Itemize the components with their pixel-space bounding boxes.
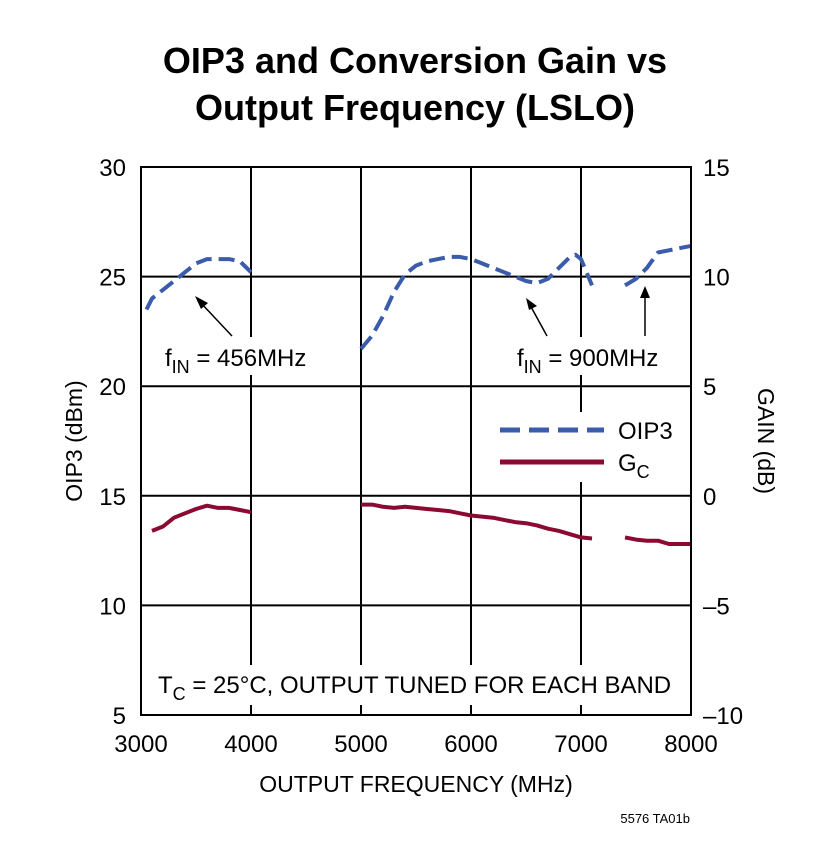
tick-labels: 3000 4000 5000 6000 7000 8000 5 10 15 20 25 30 15 10 5… (99, 155, 743, 758)
chart-title-line-2: Output Frequency (LSLO) (195, 87, 635, 128)
y-left-tick-label: 10 (99, 593, 126, 620)
annotation-fin-456: fIN = 456MHz (165, 345, 306, 377)
x-tick-label: 8000 (664, 731, 717, 758)
annotation-2-f: f (517, 345, 524, 372)
annotation-backdrop-1 (162, 337, 332, 375)
legend-gc-sub: C (637, 462, 650, 482)
annotation-1-f: f (165, 345, 172, 372)
y-right-tick-label: 0 (703, 484, 716, 511)
series-oip3 (144, 243, 692, 351)
arrowhead-900-right (640, 286, 650, 298)
annotation-1-sub: IN (172, 357, 190, 377)
y-left-tick-label: 20 (99, 374, 126, 401)
note-t: T (158, 672, 173, 699)
condition-note: TC = 25°C, OUTPUT TUNED FOR EACH BAND (158, 672, 671, 704)
x-axis-label: OUTPUT FREQUENCY (MHz) (259, 771, 573, 797)
note-sub: C (173, 684, 186, 704)
annotation-backdrop-2 (513, 337, 683, 375)
y-right-tick-label: 10 (703, 265, 730, 292)
plot-frame (140, 166, 692, 716)
chart-title-line-1: OIP3 and Conversion Gain vs (163, 40, 667, 81)
series-gc (151, 502, 691, 546)
y-right-tick-label: 5 (703, 374, 716, 401)
y-right-tick-label: –5 (703, 593, 730, 620)
arrowhead-900-left (526, 298, 537, 310)
y-right-tick-label: –10 (703, 703, 743, 730)
y-left-tick-label: 15 (99, 484, 126, 511)
y-left-tick-label: 5 (113, 703, 126, 730)
legend-gc-g: G (618, 450, 637, 477)
series-line-oip3-0 (144, 257, 253, 311)
x-tick-label: 4000 (224, 731, 277, 758)
annotation-2-sub: IN (524, 357, 542, 377)
arrowhead-456 (195, 296, 208, 309)
legend-label-gc: GC (618, 450, 650, 482)
x-tick-label: 6000 (444, 731, 497, 758)
note-backdrop (150, 665, 682, 705)
figure-id: 5576 TA01b (620, 811, 690, 826)
x-tick-label: 3000 (114, 731, 167, 758)
y-left-tick-label: 25 (99, 265, 126, 292)
legend-label-oip3: OIP3 (618, 418, 673, 445)
series-line-oip3-2 (623, 243, 692, 288)
y-axis-label-right: GAIN (dB) (753, 388, 779, 494)
arrow-900-left (529, 304, 548, 337)
series-line-gc-2 (624, 535, 691, 546)
series-line-gc-1 (361, 502, 593, 541)
legend-backdrop (492, 412, 672, 482)
x-tick-label: 7000 (554, 731, 607, 758)
y-left-tick-label: 30 (99, 155, 126, 182)
series-line-oip3-1 (359, 252, 594, 351)
annotation-1-text: = 456MHz (190, 345, 307, 372)
series-layer (144, 243, 692, 546)
x-tick-label: 5000 (334, 731, 387, 758)
annotation-fin-900: fIN = 900MHz (517, 345, 658, 377)
series-line-gc-0 (151, 503, 252, 533)
annotation-2-text: = 900MHz (542, 345, 659, 372)
note-text: = 25°C, OUTPUT TUNED FOR EACH BAND (186, 672, 671, 699)
arrow-456 (199, 301, 233, 337)
y-axis-label-left: OIP3 (dBm) (61, 380, 87, 501)
y-right-tick-label: 15 (703, 155, 730, 182)
